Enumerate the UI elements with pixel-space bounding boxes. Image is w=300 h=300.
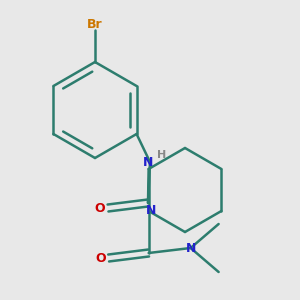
Text: Br: Br (87, 19, 103, 32)
Text: N: N (146, 205, 156, 218)
Text: O: O (95, 251, 106, 265)
Text: N: N (143, 155, 153, 169)
Text: H: H (158, 150, 166, 160)
Text: N: N (185, 242, 196, 254)
Text: O: O (95, 202, 105, 214)
